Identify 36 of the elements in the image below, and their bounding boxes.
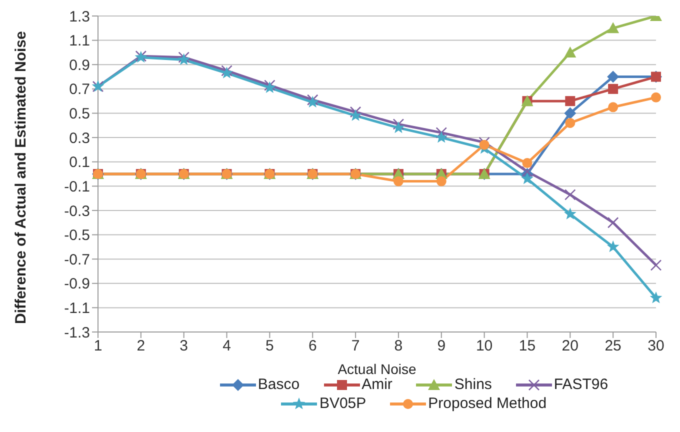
legend-label: Proposed Method (427, 395, 547, 412)
x-tick-label: 4 (222, 338, 231, 355)
y-tick-label: 0.5 (69, 106, 90, 123)
y-tick-label: -0.9 (64, 276, 90, 293)
y-axis-title: Difference of Actual and Estimated Noise (12, 31, 30, 324)
y-tick-label: 0.9 (69, 56, 90, 74)
legend-label: FAST96 (552, 376, 608, 393)
y-tick-label: -0.3 (64, 202, 90, 220)
y-tick-label: -0.7 (64, 251, 90, 268)
y-tick-label: -1.1 (64, 300, 90, 318)
x-tick-label: 1 (94, 338, 102, 355)
legend-label: Amir (360, 376, 392, 393)
x-tick-label: 7 (351, 338, 360, 355)
y-tick-label: 0.7 (69, 81, 90, 98)
legend-label: Basco (256, 376, 300, 393)
x-tick-label: 9 (437, 338, 446, 355)
x-axis-title: Actual Noise (338, 361, 417, 377)
x-tick-label: 5 (266, 338, 274, 355)
x-tick-label: 20 (562, 338, 578, 355)
x-tick-label: 10 (476, 338, 493, 355)
y-tick-label: 0.1 (69, 154, 90, 172)
y-tick-label: -0.1 (64, 178, 90, 196)
x-tick-label: 30 (648, 338, 664, 355)
x-tick-label: 25 (604, 338, 622, 355)
x-tick-label: 15 (518, 338, 536, 355)
y-tick-label: -0.5 (64, 227, 90, 244)
y-tick-label: -1.3 (64, 324, 90, 342)
x-tick-label: 8 (394, 338, 403, 355)
y-tick-label: 0.3 (69, 130, 90, 147)
x-tick-label: 2 (136, 338, 146, 355)
legend-label: Shins (453, 376, 492, 393)
x-tick-label: 6 (308, 338, 317, 355)
legend-label: BV05P (318, 395, 366, 412)
x-tick-label: 3 (180, 338, 188, 355)
y-tick-label: 1.1 (69, 32, 90, 50)
y-tick-label: 1.3 (69, 8, 90, 26)
